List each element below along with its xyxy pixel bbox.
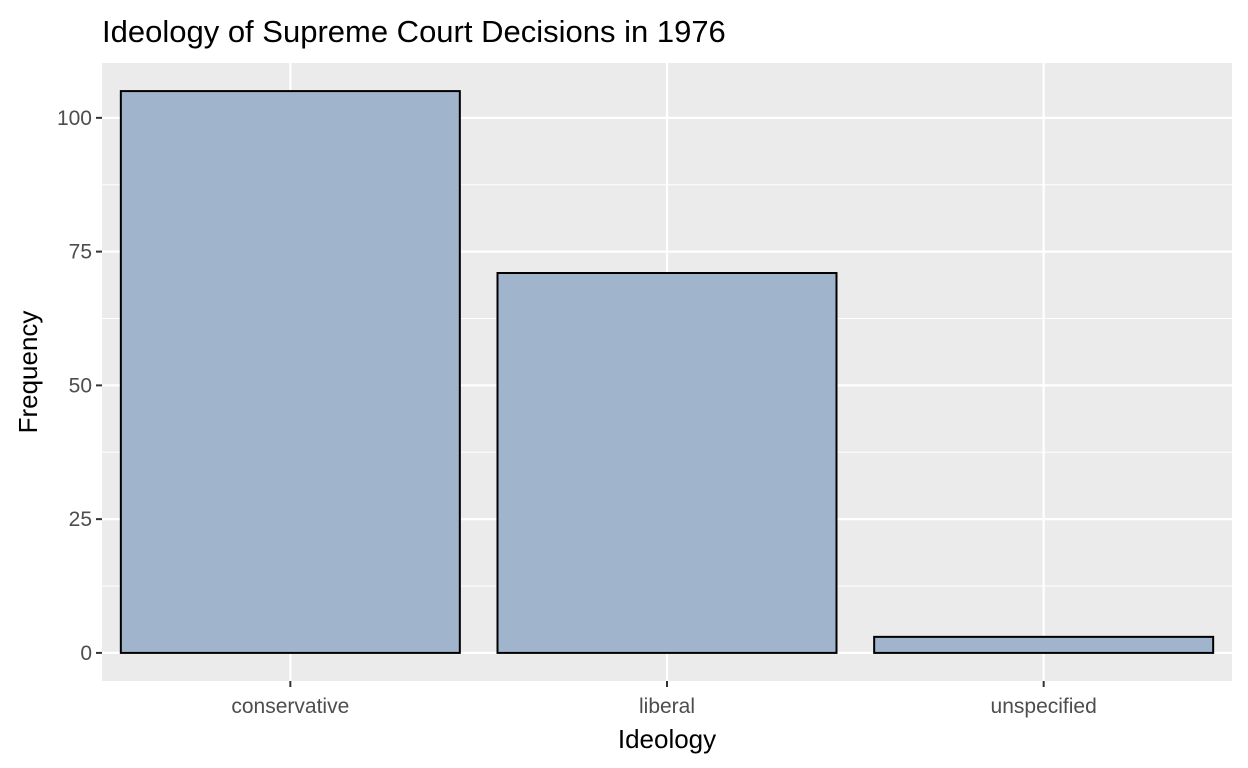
bars-group (119, 90, 1215, 654)
x-tick-label: conservative (231, 695, 349, 718)
chart-title: Ideology of Supreme Court Decisions in 1… (102, 14, 726, 49)
x-axis: conservative liberal unspecified (231, 681, 1097, 718)
x-axis-title: Ideology (618, 724, 716, 754)
y-tick-label: 100 (57, 107, 92, 130)
y-axis: 0 25 50 75 100 (57, 107, 102, 665)
y-tick-label: 50 (69, 374, 92, 397)
y-tick-label: 25 (69, 508, 92, 531)
y-axis-title: Frequency (13, 311, 43, 434)
y-tick-label: 0 (80, 642, 92, 665)
bar-conservative (119, 90, 461, 654)
y-tick-label: 75 (69, 241, 92, 264)
bar-unspecified (873, 635, 1215, 654)
bar-liberal (496, 272, 838, 654)
x-tick-label: unspecified (991, 695, 1097, 718)
x-tick-label: liberal (639, 695, 695, 718)
